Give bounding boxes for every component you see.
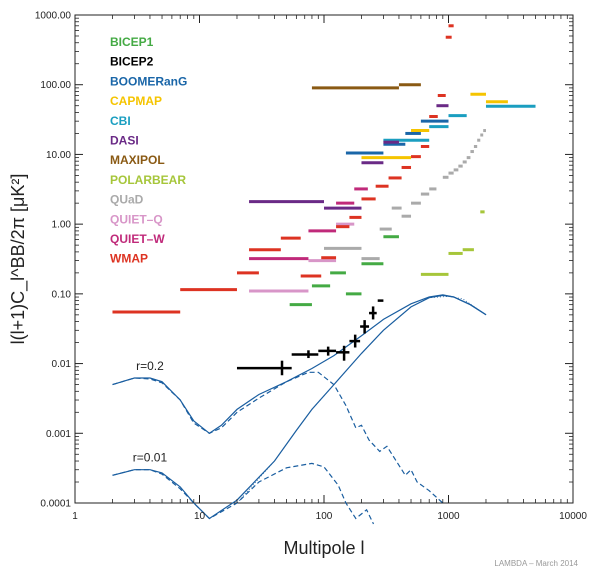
legend-entry: BOOMERanG	[110, 74, 187, 88]
y-tick-label: 0.10	[52, 289, 72, 300]
y-tick-label: 1.00	[52, 220, 72, 231]
legend-entry: MAXIPOL	[110, 153, 165, 167]
curve-label: r=0.01	[133, 451, 168, 465]
y-tick-label: 0.0001	[40, 499, 71, 510]
axes: 1 10 100 1000 10000 0.0001 0.001 0.01 0.10 1.00 10…	[35, 11, 587, 523]
x-tick-label: 1000	[437, 511, 460, 522]
legend: BICEP1 BICEP2 BOOMERanG CAPMAP CBI DASI MAXIPO…	[110, 35, 187, 266]
legend-entry: POLARBEAR	[110, 173, 186, 187]
theory-curve-dashed	[112, 462, 375, 525]
theory-curve-solid	[112, 294, 487, 520]
legend-entry: WMAP	[110, 252, 148, 266]
y-tick-label: 0.01	[52, 359, 72, 370]
theory-curves: r=0.2 r=0.01	[112, 294, 487, 525]
y-tick-label: 1000.00	[35, 11, 72, 22]
legend-entry: DASI	[110, 134, 139, 148]
credit-text: LAMBDA – March 2014	[494, 559, 578, 568]
curve-label: r=0.2	[136, 359, 164, 373]
data-marks	[112, 24, 536, 376]
y-axis-title: l(l+1)C_l^BB/2π [μK²]	[8, 174, 29, 345]
legend-entry: QUaD	[110, 193, 144, 207]
theory-curve-solid	[112, 294, 487, 435]
x-tick-label: 1	[72, 511, 78, 522]
x-axis-title: Multipole l	[283, 538, 364, 558]
x-tick-label: 10000	[559, 511, 587, 522]
theory-curve-dashed	[112, 371, 444, 504]
legend-entry: BICEP1	[110, 35, 154, 49]
x-tick-label: 10	[194, 511, 206, 522]
y-tick-label: 0.001	[46, 429, 71, 440]
y-tick-label: 100.00	[40, 80, 71, 91]
legend-entry: QUIET–Q	[110, 212, 163, 226]
x-tick-label: 100	[316, 511, 333, 522]
legend-entry: CBI	[110, 114, 131, 128]
legend-entry: QUIET–W	[110, 232, 165, 246]
legend-entry: BICEP2	[110, 55, 154, 69]
y-tick-label: 10.00	[46, 150, 71, 161]
legend-entry: CAPMAP	[110, 94, 162, 108]
